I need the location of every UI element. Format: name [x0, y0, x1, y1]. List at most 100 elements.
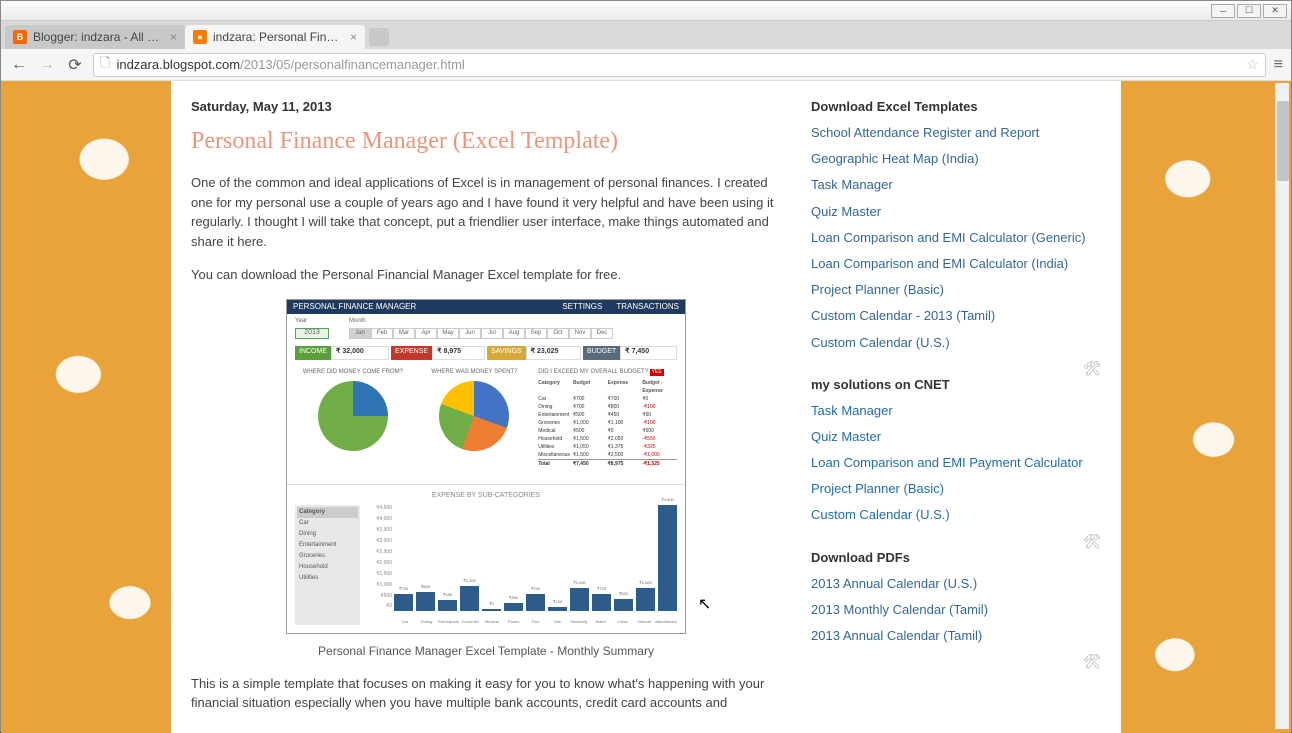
wrench-icon[interactable]: 🛠 [1083, 653, 1101, 670]
year-value: 2013 [295, 328, 329, 339]
bar: ₹700 [394, 594, 413, 611]
month-label: Month [349, 318, 366, 324]
income-pie-box: WHERE DID MONEY COME FROM? [295, 368, 411, 480]
excel-screenshot: PERSONAL FINANCE MANAGER SETTINGS TRANSA… [286, 299, 686, 634]
kpi: EXPENSE₹ 8,975 [391, 346, 485, 360]
sidebar-link[interactable]: Custom Calendar (U.S.) [811, 506, 1101, 524]
window-close-button[interactable]: ✕ [1263, 4, 1287, 18]
bar: ₹150 [548, 607, 567, 611]
wrench-icon[interactable]: 🛠 [1083, 533, 1101, 550]
address-bar[interactable]: 🗋 indzara.blogspot.com/2013/05/personalf… [93, 53, 1266, 77]
window-frame: ─ ☐ ✕ B Blogger: indzara - All post… × ●… [0, 0, 1292, 732]
sidebar-link[interactable]: Geographic Heat Map (India) [811, 150, 1101, 168]
new-tab-button[interactable] [369, 28, 389, 46]
reload-button[interactable]: ⟳ [65, 55, 85, 75]
image-caption: Personal Finance Manager Excel Template … [191, 642, 781, 660]
sidebar-link[interactable]: Loan Comparison and EMI Payment Calculat… [811, 454, 1101, 472]
window-minimize-button[interactable]: ─ [1211, 4, 1235, 18]
month-cell: May [437, 328, 459, 339]
bar: ₹500 [614, 599, 633, 611]
tab-title: Blogger: indzara - All post… [33, 30, 164, 44]
bar: ₹4,500 [658, 505, 677, 611]
sidebar-link[interactable]: Project Planner (Basic) [811, 480, 1101, 498]
post-paragraph: This is a simple template that focuses o… [191, 674, 781, 713]
month-cell: Jan [349, 328, 371, 339]
income-pie-chart [318, 381, 388, 451]
sidebar-link[interactable]: School Attendance Register and Report [811, 124, 1101, 142]
sidebar-link[interactable]: Loan Comparison and EMI Calculator (Gene… [811, 229, 1101, 247]
post-paragraph: One of the common and ideal applications… [191, 173, 781, 251]
sidebar-link[interactable]: Project Planner (Basic) [811, 281, 1101, 299]
bar: ₹0 [482, 609, 501, 611]
bar: ₹450 [438, 600, 457, 611]
sidebar-link[interactable]: Custom Calendar (U.S.) [811, 334, 1101, 352]
excel-header: PERSONAL FINANCE MANAGER SETTINGS TRANSA… [287, 300, 685, 314]
excel-transactions-link: TRANSACTIONS [616, 301, 679, 313]
page-viewport: Saturday, May 11, 2013 Personal Finance … [1, 81, 1291, 733]
month-cell: Jun [459, 328, 481, 339]
browser-tab-indzara[interactable]: ● indzara: Personal Finance × [185, 25, 365, 49]
excel-settings-link: SETTINGS [562, 301, 602, 313]
pie-title: WHERE WAS MONEY SPENT? [417, 368, 533, 377]
vertical-scrollbar[interactable] [1275, 83, 1289, 729]
tab-close-icon[interactable]: × [350, 30, 357, 44]
excel-bottom-section: EXPENSE BY SUB-CATEGORIES CategoryCarDin… [287, 484, 685, 629]
browser-tab-strip: B Blogger: indzara - All post… × ● indza… [1, 21, 1291, 49]
bar: ₹725 [592, 594, 611, 611]
excel-title: PERSONAL FINANCE MANAGER [293, 301, 416, 313]
month-cell: Nov [569, 328, 591, 339]
back-button[interactable]: ← [9, 55, 29, 75]
indzara-favicon-icon: ● [193, 30, 207, 44]
window-maximize-button[interactable]: ☐ [1237, 4, 1261, 18]
month-cell: Dec [591, 328, 613, 339]
kpi: SAVINGS₹ 23,025 [487, 346, 581, 360]
month-cell: Apr [415, 328, 437, 339]
sidebar-link[interactable]: Quiz Master [811, 203, 1101, 221]
post-body: One of the common and ideal applications… [191, 173, 781, 713]
main-column: Saturday, May 11, 2013 Personal Finance … [191, 99, 781, 715]
bar-chart: ₹4,500₹4,000₹3,500₹3,000₹2,500₹2,000₹1,5… [368, 505, 677, 625]
post-date: Saturday, May 11, 2013 [191, 99, 781, 114]
post-paragraph: You can download the Personal Financial … [191, 265, 781, 285]
sidebar-link[interactable]: Loan Comparison and EMI Calculator (Indi… [811, 255, 1101, 273]
sidebar: Download Excel Templates School Attendan… [811, 99, 1101, 715]
chrome-menu-button[interactable]: ≡ [1274, 56, 1283, 74]
sidebar-link[interactable]: Custom Calendar - 2013 (Tamil) [811, 307, 1101, 325]
year-label: Year [295, 317, 329, 326]
sidebar-link[interactable]: Task Manager [811, 176, 1101, 194]
sidebar-link[interactable]: 2013 Monthly Calendar (Tamil) [811, 601, 1101, 619]
month-cell: Sep [525, 328, 547, 339]
category-list: CategoryCarDiningEntertainmentGroceriesH… [295, 505, 360, 625]
kpi: INCOME₹ 32,000 [295, 346, 389, 360]
scrollbar-thumb[interactable] [1277, 101, 1289, 181]
budget-badge: YES [650, 369, 664, 377]
month-cell: Aug [503, 328, 525, 339]
url-host: indzara.blogspot.com [116, 57, 240, 72]
barchart-title: EXPENSE BY SUB-CATEGORIES [295, 491, 677, 502]
tab-close-icon[interactable]: × [170, 30, 177, 44]
bookmark-star-icon[interactable]: ☆ [1246, 56, 1259, 73]
window-titlebar: ─ ☐ ✕ [1, 1, 1291, 21]
browser-toolbar: ← → ⟳ 🗋 indzara.blogspot.com/2013/05/per… [1, 49, 1291, 81]
sidebar-link[interactable]: 2013 Annual Calendar (Tamil) [811, 627, 1101, 645]
budget-title: DID I EXCEED MY OVERALL BUDGET? [538, 369, 648, 375]
month-cell: Oct [547, 328, 569, 339]
sidebar-link[interactable]: Task Manager [811, 402, 1101, 420]
sidebar-heading: Download PDFs [811, 550, 1101, 565]
kpi-row: INCOME₹ 32,000EXPENSE₹ 8,975SAVINGS₹ 23,… [287, 346, 685, 364]
sidebar-link[interactable]: 2013 Annual Calendar (U.S.) [811, 575, 1101, 593]
forward-button[interactable]: → [37, 55, 57, 75]
blogger-favicon-icon: B [13, 30, 27, 44]
bar: ₹1,000 [636, 588, 655, 611]
bar: ₹800 [416, 592, 435, 611]
bar: ₹700 [526, 594, 545, 611]
excel-controls: Year 2013 Month JanFebMarAprMayJunJulAug… [287, 314, 685, 346]
bar: ₹1,000 [570, 588, 589, 611]
sidebar-link[interactable]: Quiz Master [811, 428, 1101, 446]
expense-pie-box: WHERE WAS MONEY SPENT? [417, 368, 533, 480]
expense-pie-chart [439, 381, 509, 451]
post-title[interactable]: Personal Finance Manager (Excel Template… [191, 128, 781, 155]
wrench-icon[interactable]: 🛠 [1083, 360, 1101, 377]
browser-tab-blogger[interactable]: B Blogger: indzara - All post… × [5, 25, 185, 49]
tab-title: indzara: Personal Finance [213, 30, 344, 44]
